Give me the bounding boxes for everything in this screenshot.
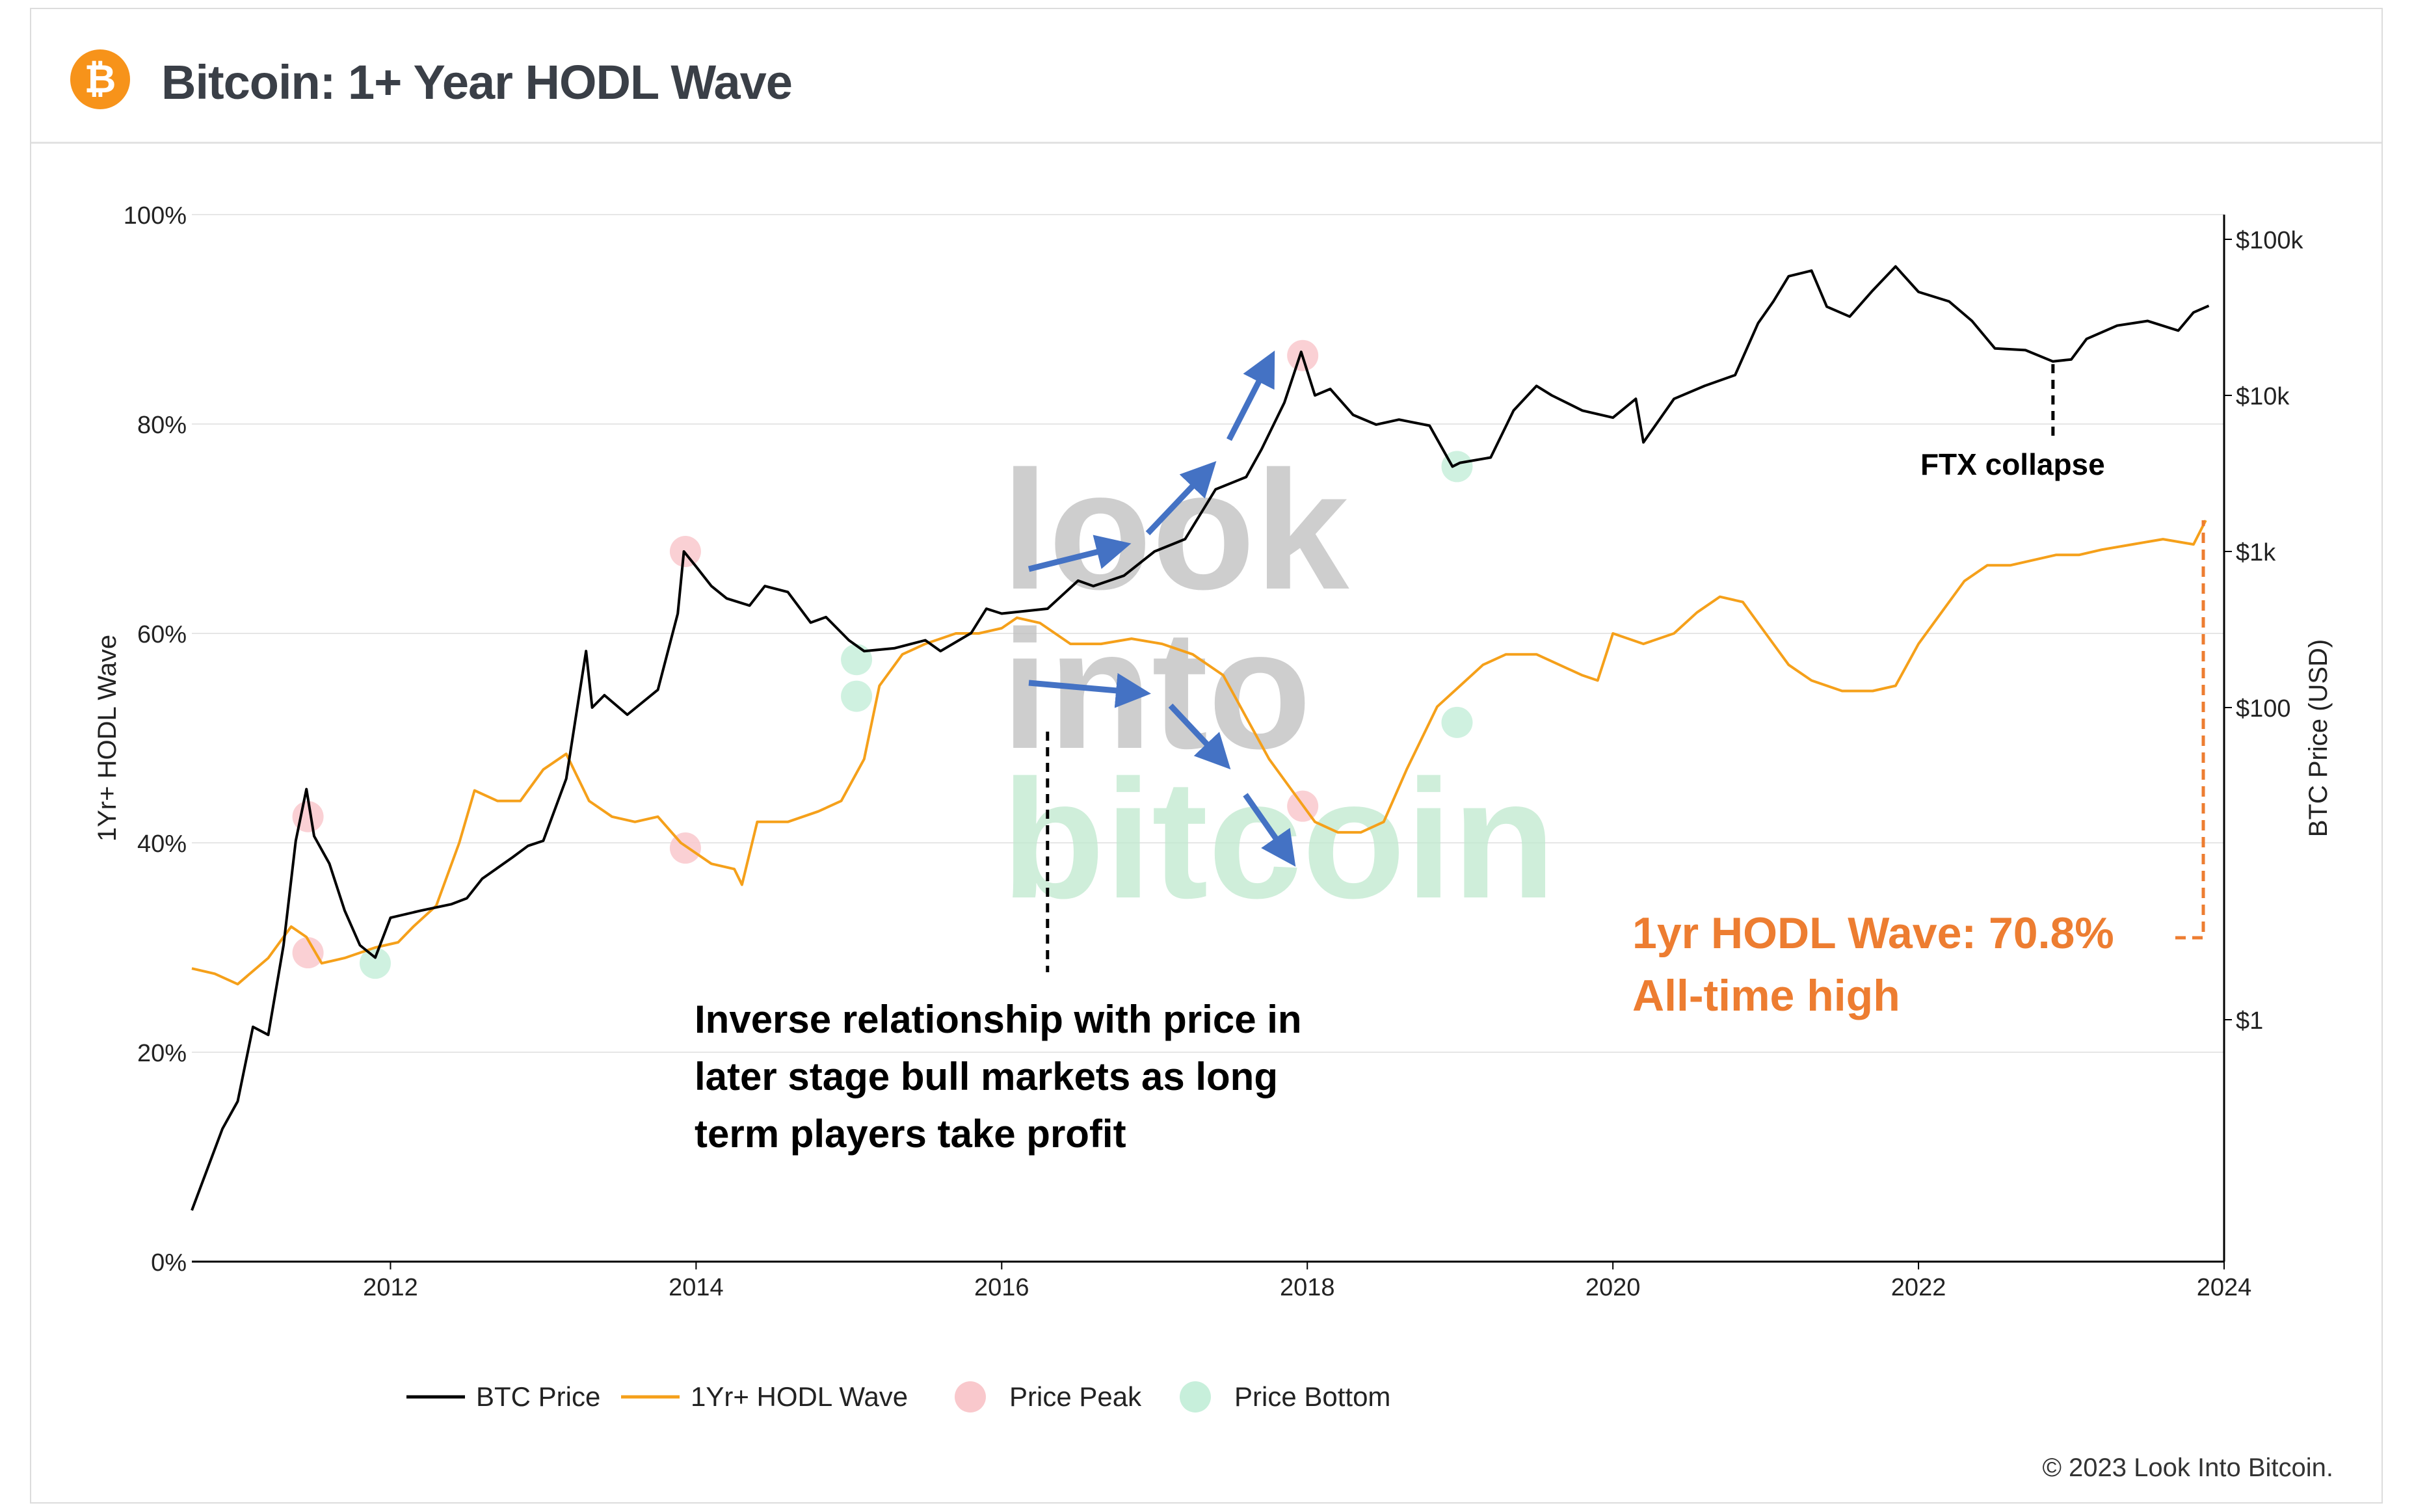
chart-panel: ₿ Bitcoin: 1+ Year HODL Wave © 2023 Look… — [30, 8, 2383, 1504]
legend-label-bottom: Price Bottom — [1234, 1381, 1390, 1412]
x-tick-label: 2024 — [2197, 1274, 2252, 1301]
price-bottom-marker — [841, 644, 873, 676]
y-left-axis-title: 1Yr+ HODL Wave — [93, 635, 122, 842]
watermark-into: into — [1001, 596, 1311, 784]
legend-swatch-peak — [955, 1381, 986, 1413]
trend-arrow — [1028, 672, 1151, 708]
y-right-tick-label: $100k — [2236, 227, 2304, 254]
x-tick-label: 2020 — [1585, 1274, 1641, 1301]
inverse-annotation-line: Inverse relationship with price in — [695, 998, 1302, 1041]
y-right-tick-label: $10k — [2236, 383, 2290, 410]
chart-title: Bitcoin: 1+ Year HODL Wave — [161, 55, 793, 109]
watermark-look: look — [1001, 436, 1350, 625]
x-tick-label: 2016 — [974, 1274, 1029, 1301]
ftx-annotation: FTX collapse — [1920, 447, 2105, 481]
chart-header: ₿ Bitcoin: 1+ Year HODL Wave — [31, 9, 2381, 144]
copyright-text: © 2023 Look Into Bitcoin. — [2042, 1453, 2333, 1482]
trend-arrow — [1168, 703, 1231, 770]
y-left-tick-label: 60% — [137, 621, 187, 648]
price-peak-marker — [292, 937, 324, 969]
y-left-tick-label: 0% — [151, 1249, 187, 1277]
inverse-annotation-line: term players take profit — [695, 1112, 1126, 1156]
trend-arrow — [1028, 535, 1132, 572]
legend-swatch-bottom — [1180, 1381, 1211, 1413]
y-right-tick-label: $100 — [2236, 695, 2291, 723]
ath-callout-line: All-time high — [1632, 971, 1900, 1020]
y-left-tick-label: 20% — [137, 1040, 187, 1067]
y-right-tick-label: $1 — [2236, 1007, 2263, 1035]
price-bottom-marker — [841, 680, 873, 712]
hodl-wave-line — [191, 520, 2207, 986]
trend-arrow — [1226, 350, 1275, 442]
x-tick-label: 2022 — [1891, 1274, 1946, 1301]
x-tick-label: 2014 — [669, 1274, 724, 1301]
price-bottom-marker — [359, 948, 391, 979]
trend-arrow — [1145, 460, 1217, 536]
bitcoin-logo-icon: ₿ — [70, 49, 130, 109]
y-left-tick-label: 40% — [137, 830, 187, 858]
y-right-tick-label: $1k — [2236, 539, 2276, 566]
x-tick-label: 2012 — [363, 1274, 418, 1301]
ath-dashed-line — [2175, 520, 2205, 940]
legend-label-hodl: 1Yr+ HODL Wave — [691, 1381, 908, 1412]
trend-arrow — [1243, 793, 1296, 867]
y-left-tick-label: 80% — [137, 412, 187, 439]
x-tick-label: 2018 — [1280, 1274, 1335, 1301]
inverse-annotation-line: later stage bull markets as long — [695, 1055, 1278, 1098]
price-bottom-marker — [1441, 706, 1473, 738]
legend-label-peak: Price Peak — [1009, 1381, 1142, 1412]
y-right-axis-title: BTC Price (USD) — [2304, 639, 2333, 837]
legend-label-price: BTC Price — [476, 1381, 600, 1412]
ath-callout-line: 1yr HODL Wave: 70.8% — [1632, 909, 2114, 958]
btc-price-line — [191, 265, 2210, 1211]
y-left-tick-label: 100% — [124, 202, 187, 230]
